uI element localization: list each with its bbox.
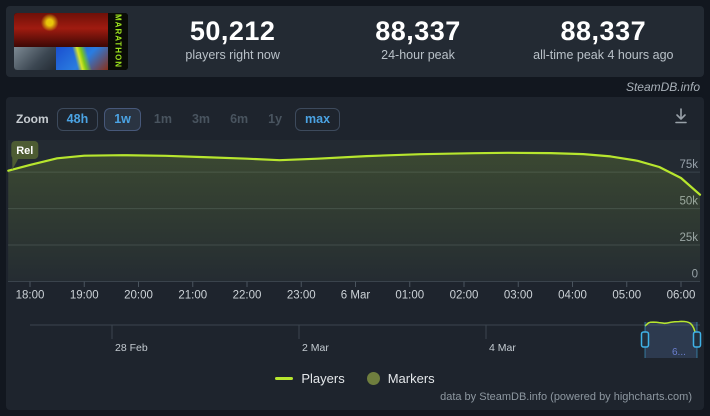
navigator-selection-date-label: 6... xyxy=(672,347,686,358)
x-axis-label-06:00: 06:00 xyxy=(667,290,696,302)
navigator-date-label-2-Mar: 2 Mar xyxy=(302,342,329,354)
x-axis-label-03:00: 03:00 xyxy=(504,290,533,302)
legend-line-swatch xyxy=(275,376,294,380)
legend-item-markers[interactable]: Markers xyxy=(366,370,435,386)
x-axis-label-20:00: 20:00 xyxy=(124,290,153,302)
x-axis-label-19:00: 19:00 xyxy=(70,290,99,302)
highcharts-credits[interactable]: data by SteamDB.info (powered by highcha… xyxy=(440,391,692,403)
x-axis-label-23:00: 23:00 xyxy=(287,290,316,302)
zoom-range-button-max[interactable]: max xyxy=(295,107,341,131)
zoom-label: Zoom xyxy=(16,112,49,126)
stat-alltime-peak: 88,337 all-time peak 4 hours ago xyxy=(511,6,696,77)
chart-legend: Players Markers xyxy=(6,369,704,387)
navigator-mini-series xyxy=(644,320,698,337)
download-chart-button[interactable] xyxy=(670,107,692,127)
release-flag[interactable] xyxy=(11,141,39,159)
zoom-toolbar: Zoom 48h 1w 1m 3m 6m 1y max xyxy=(16,107,346,131)
peak-24h-label: 24-hour peak xyxy=(381,48,455,63)
x-axis-label-02:00: 02:00 xyxy=(450,290,479,302)
player-stats: 50,212 players right now 88,337 24-hour … xyxy=(140,6,696,77)
zoom-range-button-1y: 1y xyxy=(261,108,289,131)
zoom-range-button-1w[interactable]: 1w xyxy=(104,107,141,131)
capsule-art-bottom-left xyxy=(14,47,56,70)
zoom-buttons-group: 48h 1w 1m 3m 6m 1y max xyxy=(56,107,346,131)
players-chart: 75k50k25k018:0019:0020:0021:0022:0023:00… xyxy=(7,140,702,358)
players-area-fill xyxy=(8,152,701,282)
stat-24h-peak: 88,337 24-hour peak xyxy=(325,6,510,77)
header-card: MARATHON 50,212 players right now 88,337… xyxy=(6,6,704,77)
navigator-selected-range[interactable] xyxy=(645,322,697,358)
zoom-range-button-1m: 1m xyxy=(147,108,179,131)
current-players-label: players right now xyxy=(185,48,280,63)
download-icon xyxy=(675,108,687,124)
x-axis-label-05:00: 05:00 xyxy=(612,290,641,302)
steamdb-watermark: SteamDB.info xyxy=(625,80,700,94)
legend-label: Markers xyxy=(387,370,435,386)
capsule-art-top xyxy=(14,13,108,47)
alltime-peak-label: all-time peak 4 hours ago xyxy=(533,48,674,63)
navigator-date-label-4-Mar: 4 Mar xyxy=(489,342,516,354)
x-axis-label-21:00: 21:00 xyxy=(178,290,207,302)
game-capsule-image: MARATHON xyxy=(14,13,128,70)
game-title-vertical: MARATHON xyxy=(108,13,128,70)
current-players-value: 50,212 xyxy=(189,16,276,46)
legend-item-players[interactable]: Players xyxy=(275,370,345,386)
release-flag-label: Rel xyxy=(16,145,33,157)
navigator-date-label-28-Feb: 28 Feb xyxy=(115,342,148,354)
x-axis-label-6 Mar: 6 Mar xyxy=(341,290,371,302)
legend-label: Players xyxy=(301,370,345,386)
navigator-left-handle[interactable] xyxy=(640,331,650,348)
y-axis-label-75k: 75k xyxy=(679,159,698,171)
peak-24h-value: 88,337 xyxy=(375,16,461,46)
x-axis-label-18:00: 18:00 xyxy=(16,290,45,302)
alltime-peak-value: 88,337 xyxy=(560,16,647,46)
legend-circle-swatch xyxy=(366,371,380,385)
x-axis-label-04:00: 04:00 xyxy=(558,290,587,302)
stat-current-players: 50,212 players right now xyxy=(140,6,325,77)
game-capsule-art xyxy=(14,13,108,70)
x-axis-label-01:00: 01:00 xyxy=(395,290,424,302)
zoom-range-button-6m: 6m xyxy=(223,108,255,131)
x-axis-label-22:00: 22:00 xyxy=(233,290,262,302)
navigator-right-handle[interactable] xyxy=(692,331,702,348)
capsule-art-bottom-middle xyxy=(56,47,108,70)
players-line-series xyxy=(7,151,702,196)
zoom-range-button-3m: 3m xyxy=(185,108,217,131)
zoom-range-button-48h[interactable]: 48h xyxy=(56,107,99,131)
